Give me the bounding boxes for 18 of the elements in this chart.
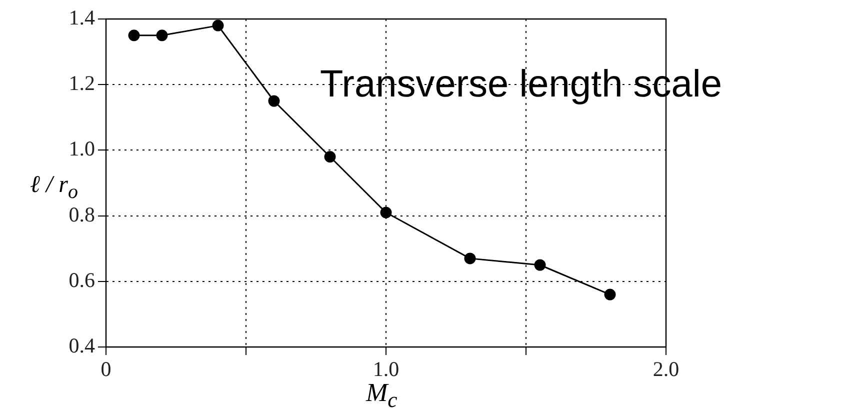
point xyxy=(128,30,140,42)
y-tick-label: 0.6 xyxy=(68,268,95,292)
point xyxy=(534,259,546,271)
point xyxy=(324,151,336,163)
x-tick-label: 2.0 xyxy=(652,357,680,382)
y-tick-label: 0.8 xyxy=(68,202,95,226)
point xyxy=(268,95,280,107)
y-tick-label: 0.4 xyxy=(68,334,96,358)
point xyxy=(604,288,616,300)
point xyxy=(380,206,392,218)
point xyxy=(464,252,476,264)
y-tick-label: 1.4 xyxy=(68,6,96,30)
y-tick-label: 1.0 xyxy=(68,136,95,161)
point xyxy=(156,30,168,42)
x-tick-label: 0 xyxy=(100,357,112,382)
y-axis-title: ℓ / r$_{o}$ xyxy=(30,172,78,204)
y-tick-label: 1.2 xyxy=(68,71,95,96)
point xyxy=(212,20,224,32)
